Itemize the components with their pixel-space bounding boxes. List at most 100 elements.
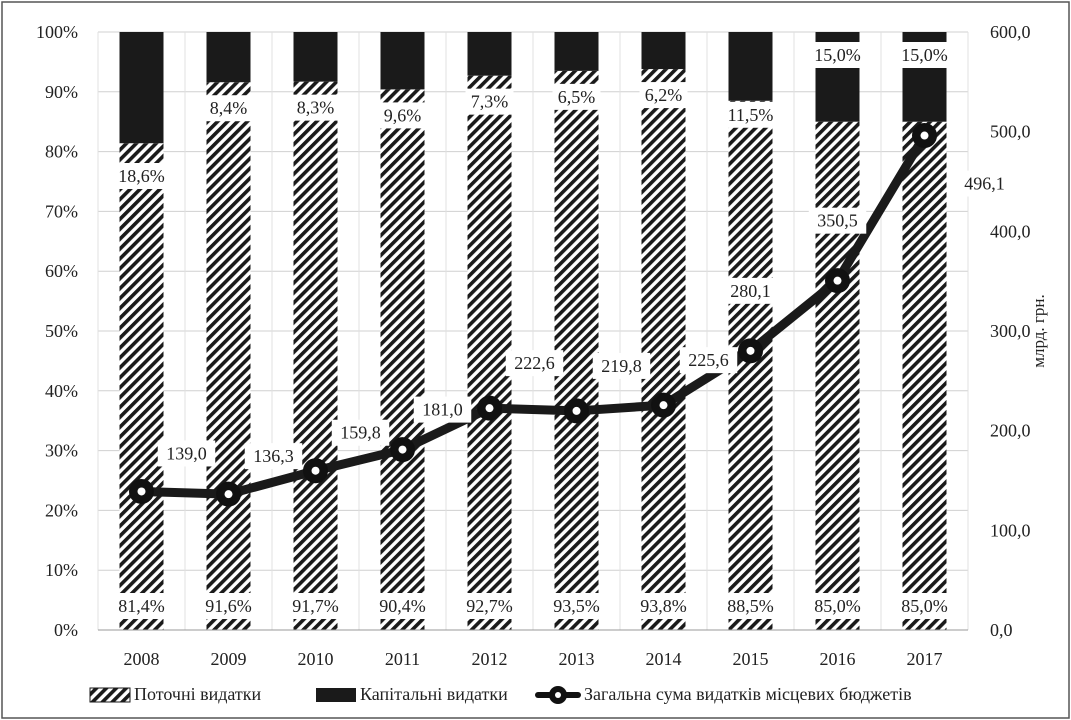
x-tick-label: 2015 [733, 649, 769, 669]
data-label-capital: 8,3% [297, 98, 335, 118]
data-label-current: 93,5% [553, 596, 600, 616]
data-label-capital-box [291, 94, 340, 121]
data-label-current: 91,6% [205, 596, 252, 616]
x-tick-label: 2017 [907, 649, 943, 669]
y-left-tick-label: 30% [45, 441, 78, 461]
y-left-tick-label: 60% [45, 261, 78, 281]
bar-current-expenditure [206, 82, 251, 631]
x-tick-label: 2013 [559, 649, 595, 669]
data-label-total: 350,5 [817, 211, 858, 231]
x-tick-label: 2016 [820, 649, 856, 669]
data-label-capital: 9,6% [384, 105, 422, 125]
x-tick-label: 2008 [124, 649, 160, 669]
x-tick-label: 2010 [298, 649, 334, 669]
y-right-tick-label: 400,0 [990, 221, 1031, 241]
data-label-total-box [331, 419, 390, 446]
line-layer [129, 123, 937, 507]
data-label-total: 222,6 [514, 353, 555, 373]
bar-capital-expenditure [293, 32, 338, 82]
data-label-total: 181,0 [422, 400, 463, 420]
x-tick-label: 2014 [646, 649, 682, 669]
line-point-center [398, 445, 407, 454]
data-label-current-box [286, 593, 345, 619]
x-tick-label: 2011 [385, 649, 420, 669]
y-right-tick-label: 200,0 [990, 421, 1031, 441]
y-right-axis-title: млрд. грн. [1029, 294, 1048, 368]
bar-current-expenditure [380, 89, 425, 630]
data-label-current: 91,7% [292, 596, 339, 616]
data-label-capital-box [639, 82, 688, 109]
bar-current-expenditure [641, 69, 686, 631]
data-label-current: 92,7% [466, 596, 513, 616]
line-point-center [833, 276, 842, 285]
y-right-tick-label: 100,0 [990, 520, 1031, 540]
data-label-capital: 8,4% [210, 98, 248, 118]
x-tick-label: 2009 [211, 649, 247, 669]
line-point-center [485, 404, 494, 413]
data-label-total-box [244, 443, 303, 470]
bar-current-expenditure [119, 143, 164, 630]
y-left-tick-label: 20% [45, 500, 78, 520]
bar-current-expenditure [815, 121, 860, 630]
bar-capital-expenditure [467, 32, 512, 76]
data-label-capital-box [378, 102, 427, 129]
bar-capital-expenditure [380, 32, 425, 90]
axes-layer: 0% 10% 20% 30% 40% 50% 60% 70% 80% 90% 100% 0,0 100,… [36, 22, 1048, 669]
data-label-capital-box [204, 95, 253, 122]
y-left-tick-label: 80% [45, 142, 78, 162]
y-right-tick-label: 300,0 [990, 321, 1031, 341]
data-label-capital: 11,5% [728, 105, 774, 125]
data-label-current: 81,4% [118, 596, 165, 616]
line-point-center [572, 406, 581, 415]
y-left-tick-label: 0% [54, 620, 78, 640]
data-label-current-box [373, 593, 432, 619]
data-label-capital-box [808, 42, 867, 68]
legend-swatch-total-center [555, 692, 561, 698]
data-label-total-box [592, 352, 651, 379]
data-label-total: 139,0 [166, 443, 207, 463]
y-left-tick-label: 70% [45, 201, 78, 221]
data-label-capital: 18,6% [118, 166, 165, 186]
x-tick-label: 2012 [472, 649, 508, 669]
data-label-total: 219,8 [601, 356, 642, 376]
data-label-capital: 7,3% [471, 92, 509, 112]
legend-swatch-current [89, 687, 131, 703]
data-label-total: 159,8 [340, 423, 381, 443]
bars-layer [119, 32, 947, 631]
data-label-current-box [634, 593, 693, 619]
y-right-tick-label: 600,0 [990, 22, 1031, 42]
data-label-total-box [955, 170, 1014, 197]
bar-capital-expenditure [554, 32, 599, 71]
y-left-tick-label: 100% [36, 22, 78, 42]
data-label-total-box [413, 396, 472, 423]
data-label-total-box [679, 347, 738, 374]
data-label-total-box [157, 440, 216, 467]
data-label-current-box [199, 593, 258, 619]
y-left-tick-label: 90% [45, 82, 78, 102]
data-label-current-box [460, 593, 519, 619]
bar-current-expenditure [902, 121, 947, 630]
y-right-tick-label: 500,0 [990, 122, 1031, 142]
y-left-tick-label: 10% [45, 560, 78, 580]
data-label-current-box [721, 593, 780, 619]
data-label-total-box [808, 207, 867, 234]
data-label-capital-box [721, 101, 780, 128]
data-label-total: 280,1 [730, 281, 771, 301]
data-label-capital: 15,0% [901, 45, 948, 65]
data-label-current: 90,4% [379, 596, 426, 616]
data-label-current: 85,0% [901, 596, 948, 616]
data-label-capital-box [112, 163, 171, 189]
data-label-current-box [808, 593, 867, 619]
legend-swatch-capital [316, 688, 356, 702]
data-label-total-box [505, 350, 564, 377]
legend-label-total: Загальна сума видатків місцевих бюджетів [584, 684, 912, 704]
data-label-current: 85,0% [814, 596, 861, 616]
legend-label-current: Поточні видатки [134, 684, 262, 704]
data-label-current-box [895, 593, 954, 619]
bar-current-expenditure [293, 81, 338, 630]
legend-label-capital: Капітальні видатки [360, 684, 508, 704]
line-point-center [137, 487, 146, 496]
data-label-capital: 6,5% [558, 87, 596, 107]
